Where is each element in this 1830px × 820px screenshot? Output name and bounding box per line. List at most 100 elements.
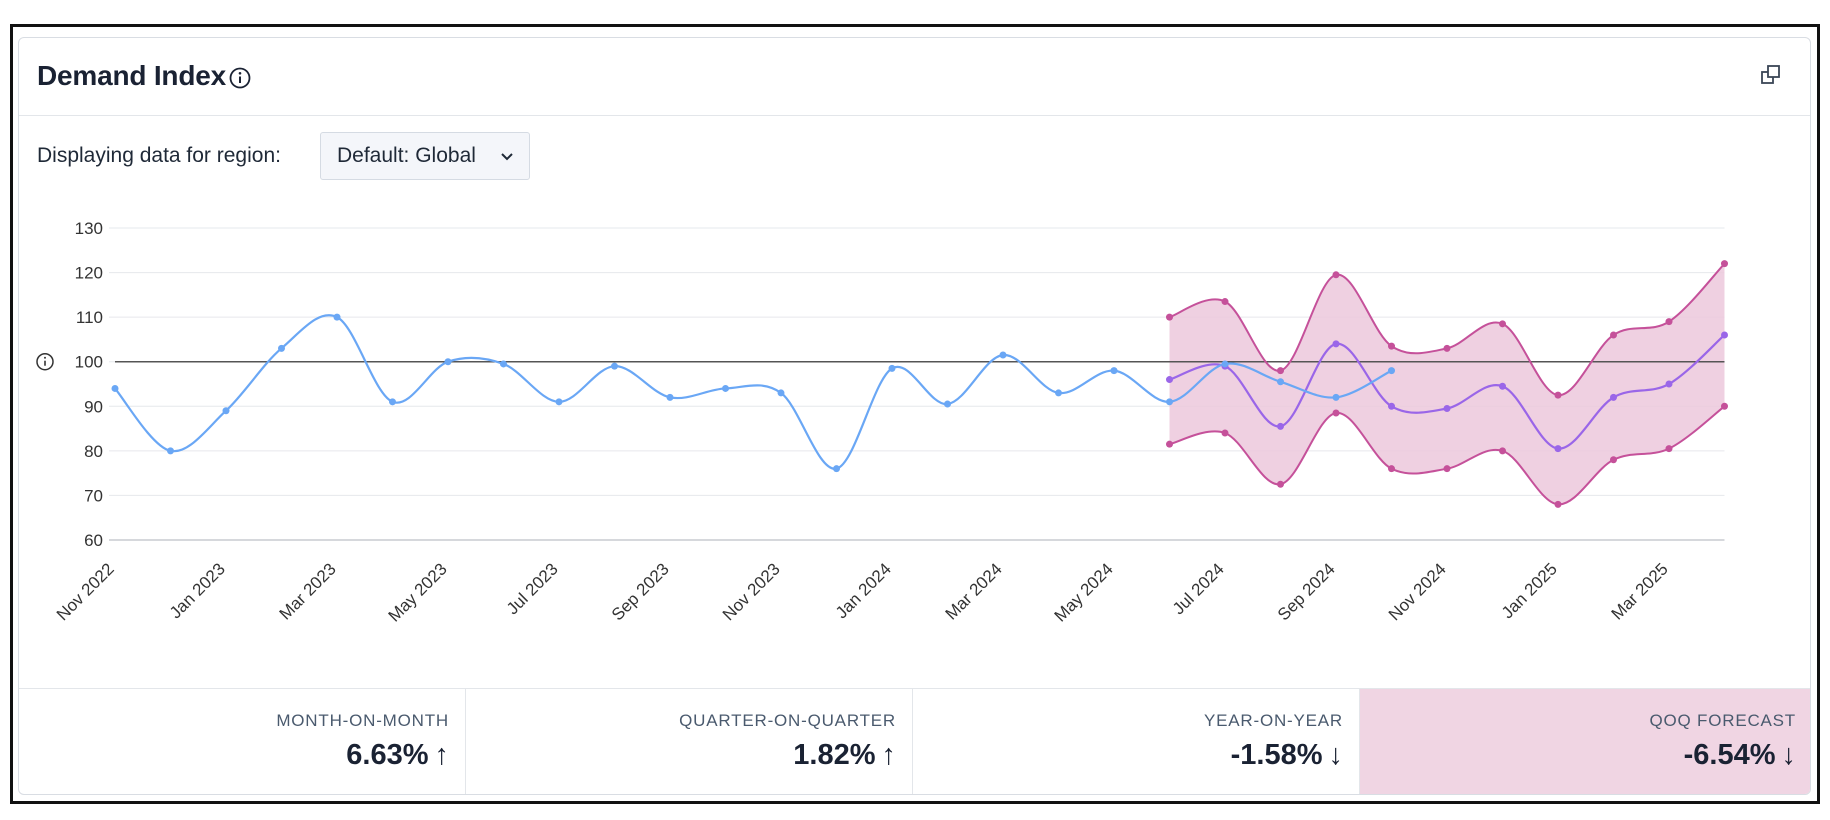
info-icon[interactable] (229, 67, 251, 89)
upper-bound-point (1221, 298, 1229, 306)
forecast-point (1610, 393, 1617, 401)
metric-label: YEAR-ON-YEAR (1203, 711, 1343, 730)
metric-value-text: -1.58% (1230, 739, 1323, 771)
actual-point (222, 407, 230, 415)
metric-quarter-on-quarter: QUARTER-ON-QUARTER 1.82% ↑ (466, 689, 913, 794)
actual-point (944, 400, 951, 408)
baseline-info-icon (36, 352, 54, 371)
x-tick-label: Jan 2025 (1498, 559, 1561, 622)
metrics-row: MONTH-ON-MONTH 6.63% ↑ QUARTER-ON-QUARTER… (19, 688, 1810, 794)
metric-qoq-forecast: QOQ FORECAST -6.54% ↓ (1360, 689, 1810, 794)
x-tick-label: Nov 2024 (1385, 559, 1450, 624)
lower-bound-point (1332, 409, 1340, 417)
chevron-down-icon (501, 153, 513, 161)
actual-point (999, 351, 1007, 359)
forecast-point (1721, 331, 1728, 339)
lower-bound-point (1443, 465, 1451, 473)
expand-icon[interactable] (1760, 64, 1782, 86)
demand-index-chart: 60 70 80 90 100 110 120 130 Nov 2022 Jan 2023 Mar … (36, 219, 1728, 626)
upper-bound-point (1332, 271, 1340, 279)
x-tick-label: Jul 2024 (1169, 559, 1228, 618)
metric-value: -1.58% ↓ (1231, 739, 1343, 772)
upper-bound-point (1554, 391, 1562, 399)
lower-bound-point (1554, 500, 1562, 508)
x-tick-label: Sep 2023 (608, 559, 673, 624)
lower-bound-point (1665, 445, 1673, 453)
upper-bound-point (1388, 342, 1395, 350)
outer-frame (10, 24, 1820, 804)
actual-point (888, 364, 896, 372)
y-tick-label: 110 (76, 308, 103, 327)
lower-bound-point (1610, 456, 1617, 464)
actual-point (111, 384, 119, 392)
upper-bound-point (1277, 367, 1284, 375)
y-tick-label: 60 (84, 531, 103, 550)
x-tick-label: Jan 2023 (166, 559, 229, 622)
actual-point (1277, 378, 1284, 386)
arrow-down-icon: ↓ (1328, 739, 1344, 771)
x-tick-label: Mar 2023 (276, 559, 340, 623)
forecast-point (1499, 382, 1506, 390)
region-select[interactable]: Default: Global (320, 132, 530, 180)
card-header: Demand Index (19, 38, 1810, 116)
metric-value: 6.63% ↑ (346, 739, 449, 772)
actual-line (114, 314, 1393, 470)
arrow-down-icon: ↓ (1781, 739, 1797, 771)
lower-bound-point (1499, 447, 1506, 455)
lower-bound-point (1277, 480, 1284, 488)
y-tick-label: 120 (75, 264, 103, 283)
actual-point (833, 465, 840, 473)
upper-bound-point (1166, 313, 1173, 321)
region-select-value: Default: Global (337, 144, 476, 167)
forecast-point (1443, 405, 1451, 413)
actual-point (167, 447, 174, 455)
actual-point (777, 389, 785, 397)
metric-value-text: -6.54% (1683, 739, 1776, 771)
upper-bound-point (1499, 320, 1506, 328)
actual-point (1332, 393, 1340, 401)
baseline-info-icon-dot (44, 356, 46, 359)
metric-year-on-year: YEAR-ON-YEAR -1.58% ↓ (913, 689, 1360, 794)
x-tick-label: Mar 2025 (1608, 559, 1672, 623)
actual-point (1110, 367, 1118, 375)
actual-point (666, 393, 674, 401)
lower-bound-point (1221, 429, 1229, 437)
metric-value: -6.54% ↓ (1684, 739, 1796, 772)
actual-point (1166, 398, 1173, 406)
metric-value: 1.82% ↑ (793, 739, 896, 772)
y-tick-label: 130 (75, 219, 103, 238)
y-tick-label: 80 (84, 442, 103, 461)
x-tick-label: Sep 2024 (1274, 559, 1339, 624)
lower-bound-point (1166, 440, 1173, 448)
actual-point (555, 398, 563, 406)
upper-bound-point (1721, 260, 1728, 268)
metric-label: QOQ FORECAST (1649, 711, 1796, 730)
x-tick-label: May 2024 (1051, 559, 1117, 625)
actual-point (500, 360, 507, 368)
actual-point (333, 313, 341, 321)
x-tick-label: Jan 2024 (832, 559, 895, 622)
card-title: Demand Index (37, 60, 226, 91)
actual-point (722, 384, 729, 392)
metric-label: MONTH-ON-MONTH (276, 711, 449, 730)
metric-label: QUARTER-ON-QUARTER (679, 711, 896, 730)
forecast-point (1166, 376, 1173, 384)
upper-bound-point (1610, 331, 1617, 339)
x-tick-label: Jul 2023 (503, 559, 562, 618)
demand-index-card: Demand Index Displaying data for region:… (18, 37, 1811, 795)
upper-bound-point (1443, 344, 1451, 352)
lower-bound-point (1721, 402, 1728, 410)
forecast-point (1332, 340, 1340, 348)
forecast-point (1554, 445, 1562, 453)
x-tick-label: Mar 2024 (942, 559, 1006, 623)
actual-point (1388, 367, 1395, 375)
actual-point (611, 362, 618, 370)
metric-value-text: 6.63% (346, 739, 429, 771)
forecast-point (1388, 402, 1395, 410)
metric-value-text: 1.82% (793, 739, 876, 771)
region-filter-label: Displaying data for region: (37, 144, 281, 167)
y-tick-label: 90 (84, 397, 103, 416)
actual-point (1221, 360, 1229, 368)
actual-point (444, 358, 452, 366)
forecast-point (1277, 422, 1284, 430)
